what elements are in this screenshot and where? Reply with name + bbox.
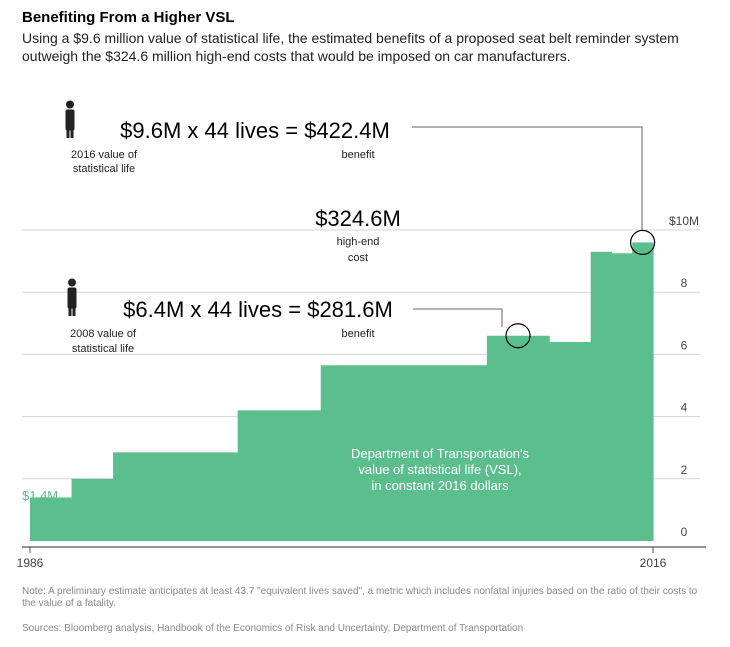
vsl-step-bar	[486, 335, 550, 541]
benefit-2016-equation: $9.6M x 44 lives = $422.4M	[120, 118, 390, 143]
cost-caption-line1: high-end	[337, 236, 380, 248]
benefit-2016-highlight-circle	[630, 229, 656, 256]
tick-labels: 0 2 4 6 8 $10M 1986 2016	[17, 214, 699, 570]
x-tick-label: 2016	[640, 556, 667, 570]
person-label-2008-line1: 2008 value of	[70, 328, 137, 340]
vsl-step-bar	[113, 452, 239, 541]
vsl-step-bar	[590, 251, 613, 541]
y-tick-label: 0	[681, 525, 688, 539]
axes	[22, 546, 706, 553]
chart-sources: Sources: Bloomberg analysis, Handbook of…	[22, 623, 524, 634]
y-tick-label: $10M	[669, 214, 699, 228]
y-tick-label: 6	[681, 338, 688, 352]
benefit-2008-equation: $6.4M x 44 lives = $281.6M	[123, 297, 393, 322]
vsl-step-bar	[237, 410, 322, 541]
y-tick-label: 4	[681, 401, 688, 415]
vsl-area	[30, 242, 654, 541]
person-label-2008-line2: statistical life	[72, 343, 134, 355]
person-icon	[65, 100, 75, 138]
person-label-2016-line2: statistical life	[73, 163, 135, 175]
series-label-line1: Department of Transportation's	[351, 446, 530, 461]
vsl-step-bar	[632, 242, 654, 541]
chart-title: Benefiting From a Higher VSL	[22, 9, 235, 26]
vsl-step-bar	[320, 365, 488, 541]
series-label-line3: in constant 2016 dollars	[371, 478, 509, 493]
vsl-step-bar	[71, 478, 114, 541]
vsl-step-bar	[30, 497, 73, 541]
x-tick-label: 1986	[17, 556, 44, 570]
benefit-2008-caption: benefit	[341, 328, 374, 340]
person-icon	[67, 278, 77, 316]
cost-caption-line2: cost	[348, 252, 368, 264]
person-label-2016-line1: 2016 value of	[71, 149, 138, 161]
benefit-2016-leader	[412, 126, 643, 230]
chart-note: Note: A preliminary estimate anticipates…	[22, 586, 698, 609]
series-label-line2: value of statistical life (VSL),	[358, 462, 521, 477]
start-value-label: $1.4M	[22, 488, 58, 503]
benefit-2008-highlight-circle	[505, 323, 531, 349]
chart-subtitle: Using a $9.6 million value of statistica…	[22, 30, 679, 64]
cost-amount: $324.6M	[315, 206, 401, 231]
benefit-2016-caption: benefit	[341, 149, 374, 161]
vsl-step-bar	[549, 341, 592, 541]
y-tick-label: 8	[681, 276, 688, 290]
benefit-2008-leader	[413, 308, 503, 327]
y-tick-label: 2	[681, 463, 688, 477]
annotations: 2016 value of statistical life $9.6M x 4…	[22, 100, 656, 503]
vsl-step-bar	[611, 253, 633, 541]
